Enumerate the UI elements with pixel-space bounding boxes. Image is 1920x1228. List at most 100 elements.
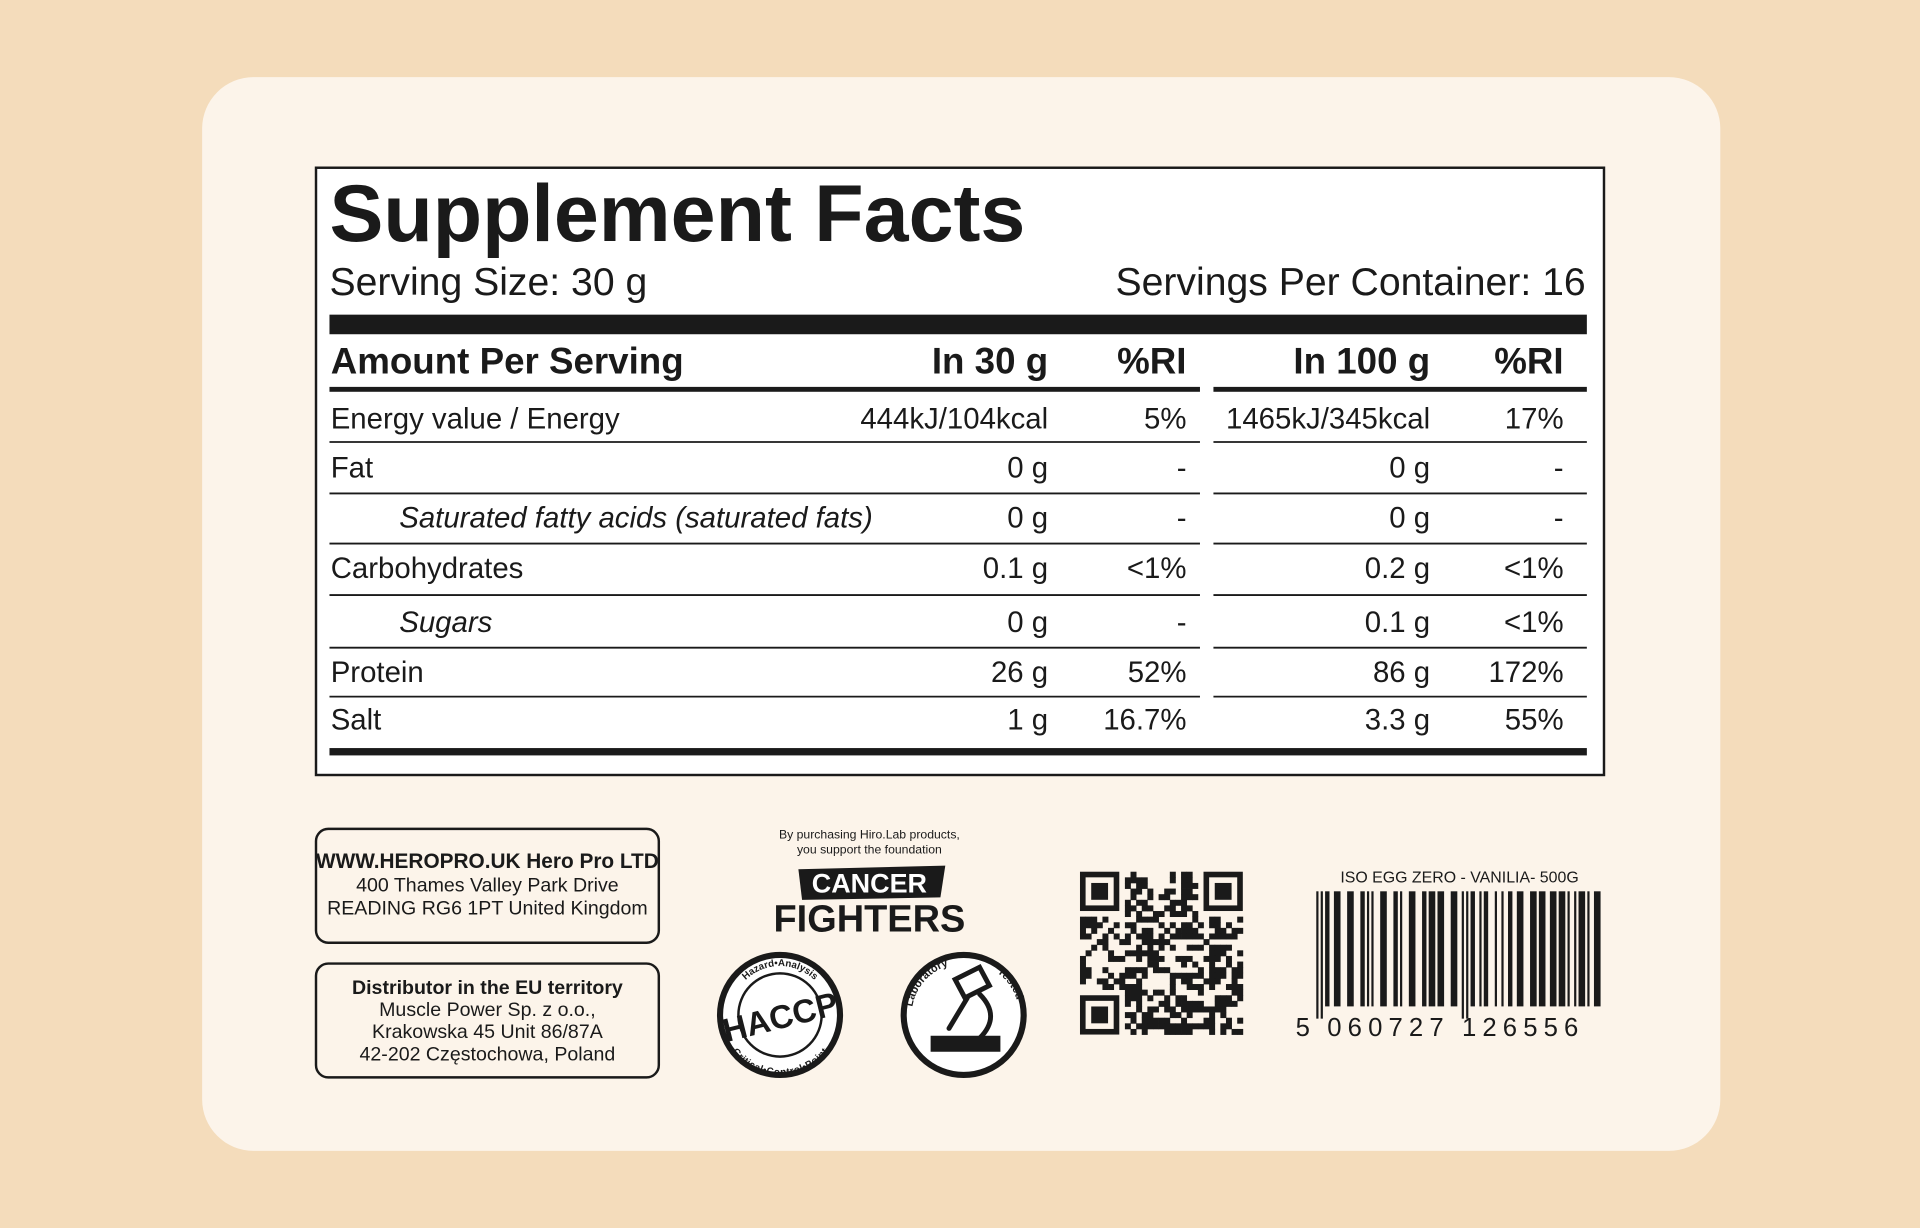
qr-module: [1181, 888, 1188, 895]
barcode-bar: [1494, 891, 1497, 1007]
table-cell: <1%: [1127, 552, 1187, 585]
qr-module: [1136, 944, 1143, 951]
qr-module: [1136, 955, 1143, 962]
qr-module: [1186, 955, 1193, 962]
barcode-bar: [1422, 891, 1427, 1007]
barcode-bar: [1470, 891, 1475, 1007]
qr-module: [1214, 972, 1221, 979]
qr-module: [1181, 1000, 1188, 1007]
barcode-bar: [1320, 891, 1323, 1019]
table-cell: 86 g: [1373, 656, 1430, 689]
qr-module: [1231, 967, 1238, 974]
qr-module: [1102, 933, 1109, 940]
qr-module: [1152, 1017, 1159, 1024]
qr-module: [1225, 961, 1232, 968]
qr-module: [1197, 933, 1204, 940]
qr-module: [1130, 967, 1137, 974]
qr-module: [1147, 1012, 1154, 1019]
barcode-bar: [1479, 891, 1482, 1007]
qr-module: [1209, 944, 1216, 951]
qr-module: [1085, 950, 1092, 957]
qr-module: [1141, 967, 1148, 974]
qr-module: [1096, 922, 1103, 929]
qr-module: [1175, 1000, 1182, 1007]
foundation-note: you support the foundation: [797, 842, 942, 856]
qr-module: [1237, 995, 1244, 1002]
qr-module: [1141, 916, 1148, 923]
qr-module: [1152, 1006, 1159, 1013]
qr-module: [1209, 1006, 1216, 1013]
qr-module: [1225, 1000, 1232, 1007]
qr-module: [1119, 939, 1126, 946]
table-cell: 172%: [1488, 656, 1563, 689]
qr-module: [1108, 972, 1115, 979]
qr-module: [1169, 888, 1176, 895]
microscope-icon: [930, 963, 1001, 1052]
haccp-ring: [737, 972, 823, 1058]
qr-module: [1091, 927, 1098, 934]
table-cell: 0 g: [1007, 451, 1048, 484]
qr-module: [1164, 939, 1171, 946]
qr-module: [1119, 978, 1126, 985]
qr-module: [1141, 905, 1148, 912]
qr-module: [1130, 1028, 1137, 1035]
qr-module: [1192, 1023, 1199, 1030]
barcode-digit: 5: [1296, 1014, 1310, 1042]
qr-finder: [1091, 882, 1109, 900]
qr-module: [1169, 989, 1176, 996]
qr-module: [1209, 1023, 1216, 1030]
qr-module: [1079, 961, 1086, 968]
qr-module: [1158, 894, 1165, 901]
qr-module: [1197, 1023, 1204, 1030]
qr-module: [1231, 978, 1238, 985]
qr-module: [1209, 955, 1216, 962]
table-cell: Salt: [331, 704, 382, 737]
table-cell: 0.2 g: [1365, 552, 1430, 585]
qr-module: [1147, 955, 1154, 962]
qr-module: [1130, 877, 1137, 884]
barcode-digits: 060727: [1327, 1014, 1449, 1042]
qr-module: [1175, 972, 1182, 979]
qr-module: [1214, 978, 1221, 985]
qr-module: [1175, 955, 1182, 962]
qr-module: [1152, 950, 1159, 957]
qr-module: [1079, 978, 1086, 985]
qr-module: [1181, 955, 1188, 962]
qr-module: [1181, 894, 1188, 901]
qr-module: [1124, 950, 1131, 957]
qr-module: [1079, 967, 1086, 974]
barcode-bar: [1450, 891, 1458, 1007]
qr-module: [1225, 1023, 1232, 1030]
qr-module: [1147, 933, 1154, 940]
qr-module: [1130, 927, 1137, 934]
qr-module: [1152, 961, 1159, 968]
qr-module: [1141, 950, 1148, 957]
header-cell: In 30 g: [932, 340, 1048, 381]
qr-module: [1175, 1023, 1182, 1030]
qr-module: [1169, 944, 1176, 951]
qr-module: [1141, 989, 1148, 996]
qr-module: [1147, 939, 1154, 946]
qr-module: [1136, 911, 1143, 918]
qr-module: [1158, 933, 1165, 940]
qr-module: [1186, 922, 1193, 929]
table-cell: 16.7%: [1103, 704, 1186, 737]
qr-module: [1209, 984, 1216, 991]
qr-module: [1209, 961, 1216, 968]
qr-module: [1102, 984, 1109, 991]
qr-module: [1197, 967, 1204, 974]
qr-module: [1130, 1017, 1137, 1024]
qr-module: [1237, 961, 1244, 968]
qr-module: [1124, 972, 1131, 979]
table-cell: Saturated fatty acids (saturated fats): [399, 502, 873, 535]
qr-module: [1124, 905, 1131, 912]
qr-module: [1124, 984, 1131, 991]
qr-module: [1169, 899, 1176, 906]
barcode-bar: [1408, 891, 1416, 1007]
qr-module: [1181, 899, 1188, 906]
qr-module: [1209, 950, 1216, 957]
qr-module: [1192, 911, 1199, 918]
qr-module: [1169, 1028, 1176, 1035]
qr-module: [1225, 955, 1232, 962]
table-cell: Protein: [331, 656, 424, 689]
